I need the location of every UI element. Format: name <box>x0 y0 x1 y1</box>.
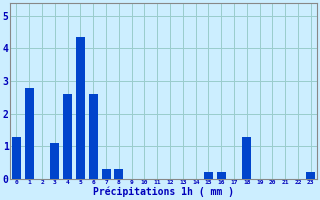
Bar <box>63 94 72 179</box>
Bar <box>76 37 85 179</box>
Bar <box>101 169 110 179</box>
Bar <box>242 137 251 179</box>
X-axis label: Précipitations 1h ( mm ): Précipitations 1h ( mm ) <box>93 187 234 197</box>
Bar <box>114 169 123 179</box>
Bar <box>12 137 21 179</box>
Bar <box>50 143 59 179</box>
Bar <box>306 172 315 179</box>
Bar <box>89 94 98 179</box>
Bar <box>25 88 34 179</box>
Bar <box>217 172 226 179</box>
Bar <box>204 172 213 179</box>
